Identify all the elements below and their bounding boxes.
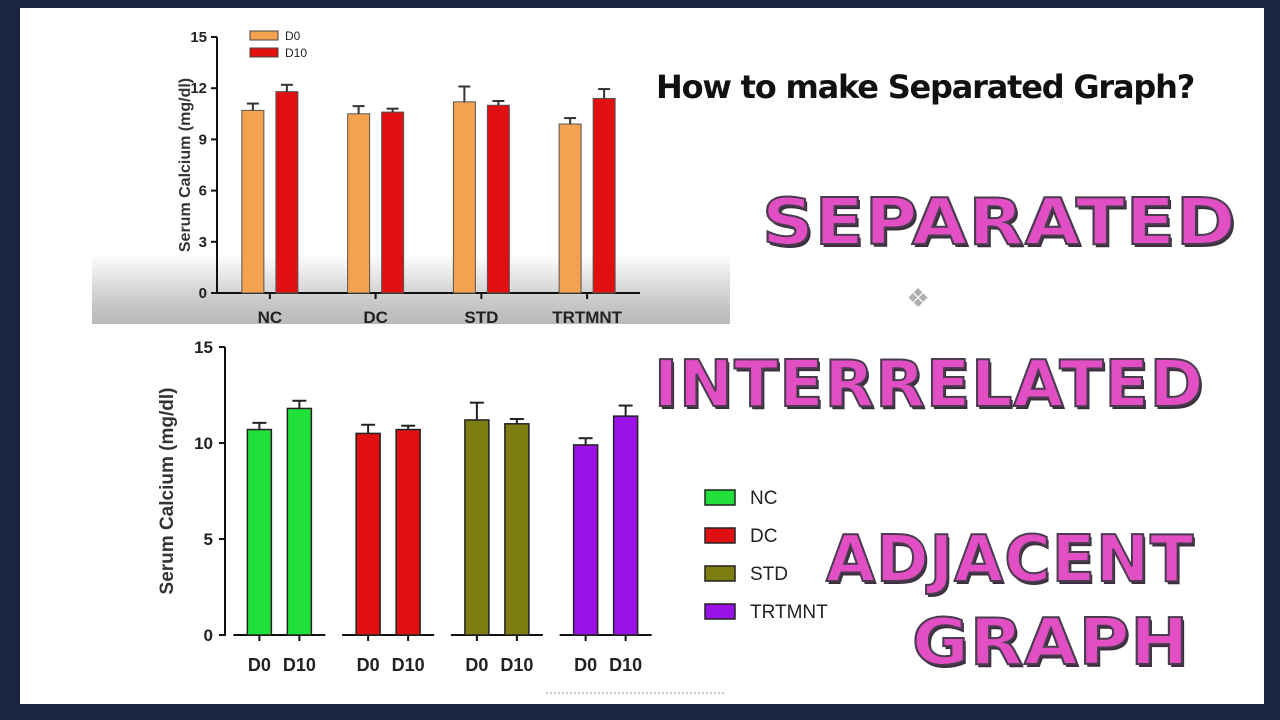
bar-nc-d0 bbox=[246, 428, 273, 636]
x-tick-label: D10 bbox=[392, 655, 425, 675]
bar-d0 bbox=[452, 101, 476, 294]
legend-label-dc: DC bbox=[750, 526, 777, 547]
x-tick-label: D10 bbox=[609, 655, 642, 675]
y-axis-label: Serum Calcium (mg/dl) bbox=[177, 78, 194, 252]
bar-std-d10 bbox=[504, 423, 530, 636]
legend-swatch-d0 bbox=[249, 30, 279, 41]
bar-std-d0 bbox=[464, 419, 490, 636]
y-axis-label: Serum Calcium (mg/dl) bbox=[157, 388, 178, 595]
bar-d10 bbox=[486, 104, 510, 294]
y-tick-label: 12 bbox=[190, 80, 207, 97]
legend-swatch-trtmnt bbox=[704, 603, 736, 620]
legend-label-nc: NC bbox=[750, 488, 777, 509]
legend-swatch-d10 bbox=[249, 47, 279, 58]
bar-d10 bbox=[592, 97, 616, 294]
y-tick-label: 15 bbox=[190, 29, 207, 46]
adjacent-bar-chart: 0 5 10 15 Serum Calcium (mg/dl) D0 D10 D0 D10 D0 D… bbox=[157, 338, 828, 675]
y-tick-label: 0 bbox=[199, 285, 207, 302]
word-separated: SEPARATED bbox=[761, 185, 1237, 261]
bar-trtmnt-d0 bbox=[572, 444, 599, 636]
y-tick-label: 10 bbox=[194, 434, 213, 453]
x-tick-label: D10 bbox=[500, 655, 533, 675]
y-tick-label: 15 bbox=[194, 338, 213, 357]
y-tick-label: 9 bbox=[199, 131, 207, 148]
chart-shadow-strip bbox=[92, 254, 730, 324]
x-tick-label: D0 bbox=[574, 655, 597, 675]
legend-label-trtmnt: TRTMNT bbox=[750, 602, 828, 623]
four-diamond-knot-icon: ❖ bbox=[906, 283, 930, 313]
legend-label-d0: D0 bbox=[285, 29, 301, 43]
bar-d0 bbox=[558, 123, 582, 294]
legend-label-std: STD bbox=[750, 564, 788, 585]
legend-swatch-std bbox=[704, 565, 736, 582]
footer-dotted-mark bbox=[546, 692, 724, 698]
bar-nc-d10 bbox=[286, 407, 313, 636]
bar-d10 bbox=[381, 111, 405, 294]
word-interrelated: INTERRELATED bbox=[653, 347, 1205, 423]
x-tick-label: D0 bbox=[248, 655, 271, 675]
page-title: How to make Separated Graph? bbox=[656, 68, 1195, 106]
thumbnail-canvas: 0 3 6 9 12 15 Serum Calcium (mg/dl) NC DC STD TRTM… bbox=[20, 8, 1264, 704]
x-tick-label: DC bbox=[363, 308, 388, 327]
bar-dc-d0 bbox=[355, 432, 381, 636]
bar-d0 bbox=[241, 109, 265, 294]
x-tick-label: D10 bbox=[283, 655, 316, 675]
x-tick-label: TRTMNT bbox=[552, 308, 622, 327]
y-tick-label: 0 bbox=[204, 626, 213, 645]
bar-dc-d10 bbox=[395, 428, 421, 636]
separated-bar-chart: 0 3 6 9 12 15 Serum Calcium (mg/dl) NC DC STD TRTM… bbox=[177, 29, 640, 327]
bar-d10 bbox=[275, 91, 299, 294]
y-tick-label: 5 bbox=[204, 530, 213, 549]
bar-trtmnt-d10 bbox=[612, 415, 639, 636]
y-tick-label: 6 bbox=[199, 183, 207, 200]
legend-swatch-nc bbox=[704, 489, 736, 506]
bar-d0 bbox=[347, 113, 371, 294]
word-graph: GRAPH bbox=[911, 605, 1190, 681]
word-adjacent: ADJACENT bbox=[825, 522, 1195, 598]
x-tick-label: STD bbox=[464, 308, 498, 327]
y-tick-label: 3 bbox=[199, 234, 207, 251]
x-tick-label: NC bbox=[258, 308, 283, 327]
legend-swatch-dc bbox=[704, 527, 736, 544]
x-tick-label: D0 bbox=[465, 655, 488, 675]
x-tick-label: D0 bbox=[357, 655, 380, 675]
legend-label-d10: D10 bbox=[285, 46, 307, 60]
